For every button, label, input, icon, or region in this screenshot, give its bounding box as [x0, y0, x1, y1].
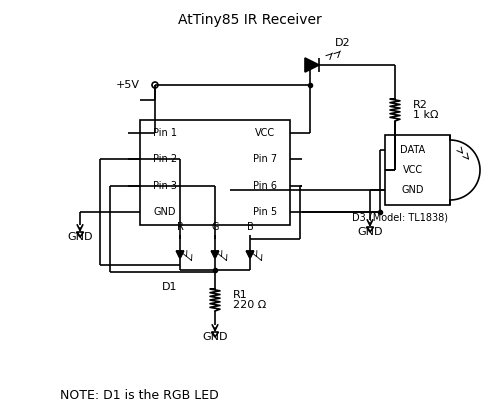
Text: NOTE: D1 is the RGB LED: NOTE: D1 is the RGB LED	[60, 389, 219, 402]
Text: GND: GND	[357, 227, 383, 237]
Bar	[140, 120, 290, 225]
Text: GND: GND	[202, 332, 228, 342]
Text: DATA: DATA	[400, 145, 425, 155]
Text: R: R	[176, 222, 184, 232]
Text: D2: D2	[334, 38, 350, 48]
Polygon shape	[246, 251, 254, 259]
Text: AtTiny85 IR Receiver: AtTiny85 IR Receiver	[178, 13, 322, 27]
Text: D1: D1	[162, 282, 178, 292]
Text: Pin 2: Pin 2	[153, 155, 177, 164]
Bar	[385, 135, 450, 205]
Text: D3 (Model: TL1838): D3 (Model: TL1838)	[352, 212, 448, 222]
Text: GND: GND	[401, 185, 424, 195]
Text: Pin 5: Pin 5	[253, 207, 277, 217]
Polygon shape	[211, 251, 219, 259]
Text: VCC: VCC	[402, 165, 422, 175]
Text: 1 kΩ: 1 kΩ	[413, 110, 438, 120]
Text: 220 Ω: 220 Ω	[233, 300, 266, 310]
Polygon shape	[305, 58, 319, 72]
Text: Pin 3: Pin 3	[153, 181, 177, 191]
Text: R1: R1	[233, 290, 248, 300]
Polygon shape	[176, 251, 184, 259]
Text: G: G	[212, 222, 219, 232]
Text: GND: GND	[68, 232, 93, 242]
Text: VCC: VCC	[255, 128, 275, 138]
Text: Pin 7: Pin 7	[253, 155, 277, 164]
Text: Pin 6: Pin 6	[253, 181, 277, 191]
Text: +5V: +5V	[116, 80, 140, 90]
Text: B: B	[246, 222, 254, 232]
Text: GND: GND	[154, 207, 176, 217]
Text: Pin 1: Pin 1	[153, 128, 177, 138]
Text: R2: R2	[413, 100, 428, 110]
